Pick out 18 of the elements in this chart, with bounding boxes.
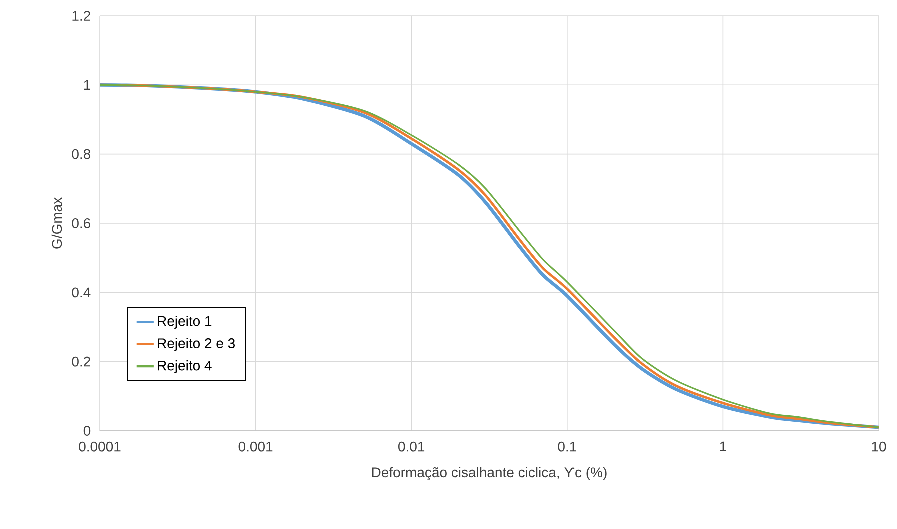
x-tick-label: 0.01 bbox=[398, 442, 425, 452]
x-tick-label: 10 bbox=[872, 442, 886, 452]
x-axis-title: Deformação cisalhante ciclica, ϒc (%) bbox=[372, 467, 607, 480]
y-tick-label: 0.2 bbox=[72, 356, 90, 367]
y-tick-label: 1 bbox=[84, 80, 90, 90]
y-tick-label: 0.8 bbox=[72, 149, 91, 160]
y-axis-title: G/Gmax bbox=[52, 198, 62, 249]
y-tick-label: 0.6 bbox=[72, 218, 91, 228]
y-tick-label: 0.4 bbox=[72, 288, 91, 298]
legend-label: Rejeito 2 e 3 bbox=[158, 338, 235, 352]
legend-label: Rejeito 4 bbox=[158, 360, 212, 374]
y-tick-label: 0 bbox=[84, 426, 91, 436]
x-tick-label: 1 bbox=[720, 442, 726, 452]
x-tick-label: 0.0001 bbox=[79, 442, 121, 452]
legend-label: Rejeito 1 bbox=[158, 316, 212, 330]
y-tick-label: 1.2 bbox=[72, 11, 90, 21]
x-tick-label: 0.001 bbox=[238, 442, 273, 452]
x-tick-label: 0.1 bbox=[558, 442, 576, 452]
